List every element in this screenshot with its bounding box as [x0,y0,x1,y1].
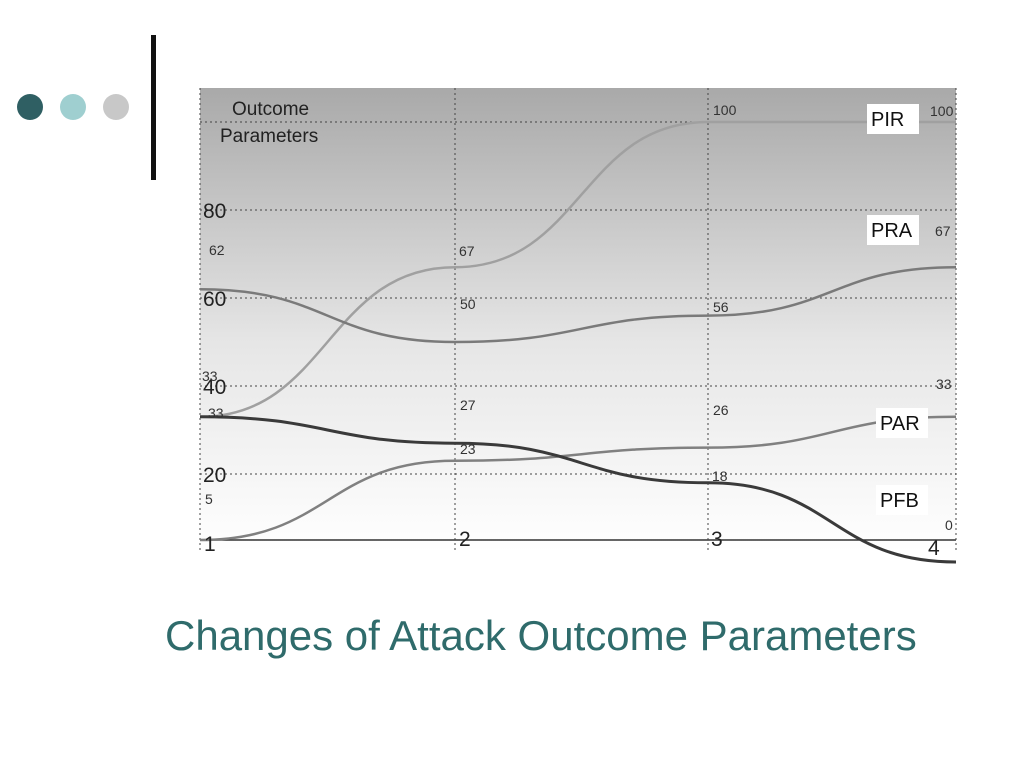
y-tick-label: 40 [203,376,226,399]
series-name-pfb: PFB [880,490,919,512]
data-label-par: 5 [205,491,213,507]
slide-title: Changes of Attack Outcome Parameters [165,612,917,659]
series-line-pfb [199,415,957,564]
data-label-pfb: 0 [945,517,953,533]
series-line-pra [199,265,957,344]
x-tick-label: 3 [711,528,723,551]
x-tick-label: 4 [928,537,940,560]
series-name-box [876,408,928,438]
bullet-dot-dark [17,94,43,120]
data-label-pra: 50 [460,296,476,312]
series-name-box [876,485,928,515]
series-name-pir: PIR [871,109,904,131]
y-tick-label: 20 [203,464,226,487]
chart-title-line2: Parameters [220,126,318,147]
data-label-pir: 100 [930,103,954,119]
series-name-par: PAR [880,413,920,435]
bullet-dot-light [60,94,86,120]
x-tick-label: 1 [204,533,216,556]
y-tick-label: 60 [203,288,226,311]
series-name-box [867,104,919,134]
data-label-pfb: 33 [208,405,224,421]
data-label-pra: 56 [713,299,729,315]
series-name-box [867,215,919,245]
data-label-pra: 67 [935,223,951,239]
data-label-pra: 62 [209,242,225,258]
series-name-pra: PRA [871,220,913,242]
data-label-par: 26 [713,402,729,418]
data-label-pfb: 27 [460,397,476,413]
chart-title-line1: Outcome [232,99,309,120]
plot-background [200,88,956,552]
series-line-pir [199,120,956,419]
data-label-pir: 100 [713,102,737,118]
bullet-dot-grey [103,94,129,120]
data-label-pir: 33 [202,368,218,384]
data-label-par: 23 [460,441,476,457]
y-tick-label: 80 [203,200,226,223]
x-tick-label: 2 [459,528,471,551]
data-label-par: 33 [936,376,952,392]
title-divider [151,35,156,180]
series-lines [199,120,957,564]
series-line-par [199,415,957,542]
data-label-pfb: 18 [712,468,728,484]
data-label-pir: 67 [459,243,475,259]
